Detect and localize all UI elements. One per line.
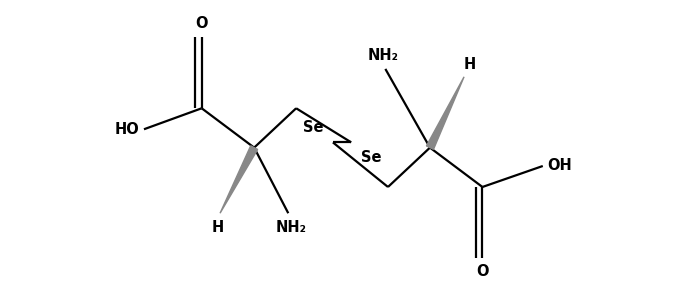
Text: H: H (211, 220, 224, 235)
Polygon shape (220, 146, 257, 213)
Text: OH: OH (547, 158, 572, 173)
Polygon shape (426, 77, 464, 149)
Text: HO: HO (115, 122, 140, 137)
Text: H: H (463, 57, 475, 72)
Text: NH₂: NH₂ (275, 220, 307, 235)
Text: O: O (476, 264, 489, 279)
Text: Se: Se (303, 119, 323, 134)
Text: Se: Se (361, 150, 381, 165)
Text: O: O (195, 16, 208, 31)
Text: NH₂: NH₂ (367, 48, 398, 63)
